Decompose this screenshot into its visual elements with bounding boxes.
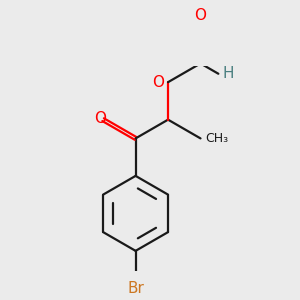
- Text: O: O: [152, 75, 164, 90]
- Text: O: O: [194, 8, 206, 23]
- Text: CH₃: CH₃: [206, 132, 229, 145]
- Text: O: O: [94, 111, 106, 126]
- Text: Br: Br: [127, 281, 144, 296]
- Text: H: H: [223, 66, 234, 81]
